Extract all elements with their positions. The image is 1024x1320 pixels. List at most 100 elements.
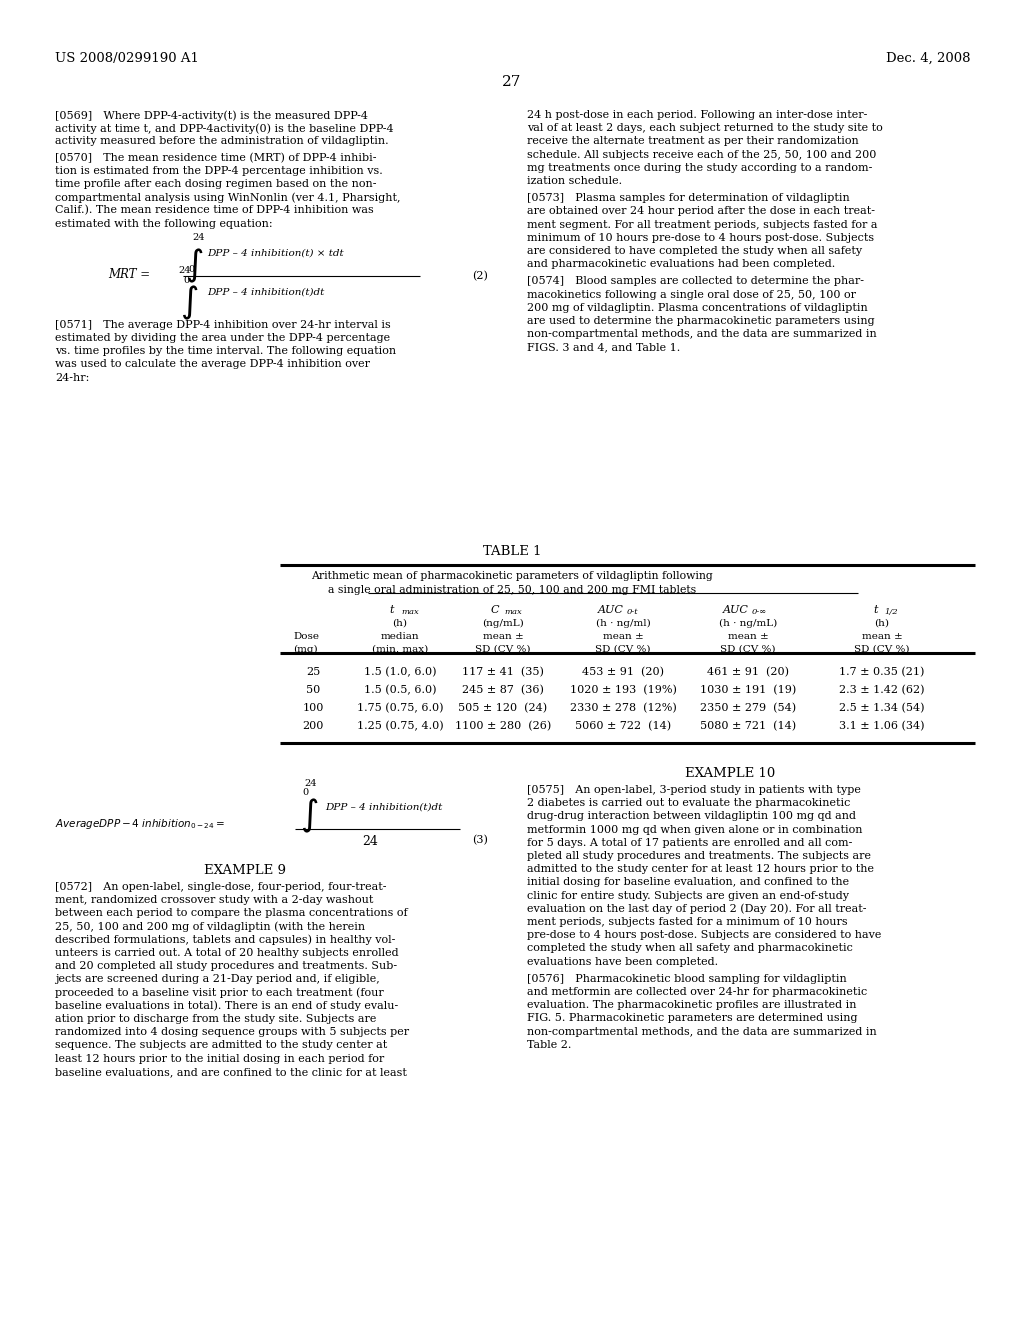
Text: 0: 0	[188, 265, 195, 273]
Text: described formulations, tablets and capsules) in healthy vol-: described formulations, tablets and caps…	[55, 935, 395, 945]
Text: evaluation. The pharmacokinetic profiles are illustrated in: evaluation. The pharmacokinetic profiles…	[527, 1001, 856, 1010]
Text: [0575] An open-label, 3-period study in patients with type: [0575] An open-label, 3-period study in …	[527, 785, 861, 795]
Text: [0571] The average DPP-4 inhibition over 24-hr interval is: [0571] The average DPP-4 inhibition over…	[55, 319, 391, 330]
Text: t: t	[390, 605, 394, 615]
Text: 1/2: 1/2	[884, 609, 898, 616]
Text: DPP – 4 inhibition(t)dt: DPP – 4 inhibition(t)dt	[207, 288, 325, 297]
Text: $\int$: $\int$	[180, 284, 199, 322]
Text: 1030 ± 191  (19): 1030 ± 191 (19)	[699, 685, 796, 696]
Text: US 2008/0299190 A1: US 2008/0299190 A1	[55, 51, 199, 65]
Text: mean ±: mean ±	[603, 632, 643, 642]
Text: 117 ± 41  (35): 117 ± 41 (35)	[462, 667, 544, 677]
Text: between each period to compare the plasma concentrations of: between each period to compare the plasm…	[55, 908, 408, 919]
Text: unteers is carried out. A total of 20 healthy subjects enrolled: unteers is carried out. A total of 20 he…	[55, 948, 398, 958]
Text: [0569] Where DPP-4-activity(t) is the measured DPP-4: [0569] Where DPP-4-activity(t) is the me…	[55, 110, 368, 120]
Text: 24: 24	[193, 232, 205, 242]
Text: jects are screened during a 21-Day period and, if eligible,: jects are screened during a 21-Day perio…	[55, 974, 380, 985]
Text: proceeded to a baseline visit prior to each treatment (four: proceeded to a baseline visit prior to e…	[55, 987, 384, 998]
Text: (h): (h)	[392, 619, 408, 628]
Text: (2): (2)	[472, 271, 488, 281]
Text: minimum of 10 hours pre-dose to 4 hours post-dose. Subjects: minimum of 10 hours pre-dose to 4 hours …	[527, 232, 874, 243]
Text: non-compartmental methods, and the data are summarized in: non-compartmental methods, and the data …	[527, 329, 877, 339]
Text: 200 mg of vildagliptin. Plasma concentrations of vildagliptin: 200 mg of vildagliptin. Plasma concentra…	[527, 302, 867, 313]
Text: 2.5 ± 1.34 (54): 2.5 ± 1.34 (54)	[840, 704, 925, 713]
Text: vs. time profiles by the time interval. The following equation: vs. time profiles by the time interval. …	[55, 346, 396, 356]
Text: are obtained over 24 hour period after the dose in each treat-: are obtained over 24 hour period after t…	[527, 206, 874, 216]
Text: 1100 ± 280  (26): 1100 ± 280 (26)	[455, 721, 551, 731]
Text: t: t	[873, 605, 879, 615]
Text: 100: 100	[302, 704, 324, 713]
Text: 2 diabetes is carried out to evaluate the pharmacokinetic: 2 diabetes is carried out to evaluate th…	[527, 799, 850, 808]
Text: [0573] Plasma samples for determination of vildagliptin: [0573] Plasma samples for determination …	[527, 193, 850, 203]
Text: [0570] The mean residence time (MRT) of DPP-4 inhibi-: [0570] The mean residence time (MRT) of …	[55, 153, 377, 162]
Text: $\int$: $\int$	[185, 247, 204, 285]
Text: MRT =: MRT =	[108, 268, 151, 281]
Text: estimated with the following equation:: estimated with the following equation:	[55, 219, 272, 228]
Text: was used to calculate the average DPP-4 inhibition over: was used to calculate the average DPP-4 …	[55, 359, 370, 370]
Text: baseline evaluations, and are confined to the clinic for at least: baseline evaluations, and are confined t…	[55, 1067, 407, 1077]
Text: mean ±: mean ±	[728, 632, 768, 642]
Text: 50: 50	[306, 685, 321, 696]
Text: (h): (h)	[874, 619, 890, 628]
Text: SD (CV %): SD (CV %)	[595, 645, 650, 653]
Text: [0574] Blood samples are collected to determine the phar-: [0574] Blood samples are collected to de…	[527, 276, 864, 286]
Text: 1.25 (0.75, 4.0): 1.25 (0.75, 4.0)	[356, 721, 443, 731]
Text: 25: 25	[306, 667, 321, 677]
Text: 1.75 (0.75, 6.0): 1.75 (0.75, 6.0)	[356, 704, 443, 713]
Text: 1.5 (0.5, 6.0): 1.5 (0.5, 6.0)	[364, 685, 436, 696]
Text: 2330 ± 278  (12%): 2330 ± 278 (12%)	[569, 704, 677, 713]
Text: 0: 0	[302, 788, 308, 797]
Text: Table 2.: Table 2.	[527, 1040, 571, 1049]
Text: mg treatments once during the study according to a random-: mg treatments once during the study acco…	[527, 162, 872, 173]
Text: estimated by dividing the area under the DPP-4 percentage: estimated by dividing the area under the…	[55, 333, 390, 343]
Text: 245 ± 87  (36): 245 ± 87 (36)	[462, 685, 544, 696]
Text: receive the alternate treatment as per their randomization: receive the alternate treatment as per t…	[527, 136, 859, 147]
Text: are considered to have completed the study when all safety: are considered to have completed the stu…	[527, 246, 862, 256]
Text: mean ±: mean ±	[482, 632, 523, 642]
Text: 24 h post-dose in each period. Following an inter-dose inter-: 24 h post-dose in each period. Following…	[527, 110, 867, 120]
Text: 0-t: 0-t	[627, 609, 639, 616]
Text: 200: 200	[302, 721, 324, 731]
Text: (mg): (mg)	[293, 645, 317, 655]
Text: admitted to the study center for at least 12 hours prior to the: admitted to the study center for at leas…	[527, 865, 874, 874]
Text: evaluation on the last day of period 2 (Day 20). For all treat-: evaluation on the last day of period 2 (…	[527, 904, 866, 915]
Text: randomized into 4 dosing sequence groups with 5 subjects per: randomized into 4 dosing sequence groups…	[55, 1027, 410, 1038]
Text: 0: 0	[183, 276, 189, 285]
Text: tion is estimated from the DPP-4 percentage inhibition vs.: tion is estimated from the DPP-4 percent…	[55, 166, 383, 176]
Text: DPP – 4 inhibition(t) × tdt: DPP – 4 inhibition(t) × tdt	[207, 248, 344, 257]
Text: metformin 1000 mg qd when given alone or in combination: metformin 1000 mg qd when given alone or…	[527, 825, 862, 834]
Text: 3.1 ± 1.06 (34): 3.1 ± 1.06 (34)	[840, 721, 925, 731]
Text: and 20 completed all study procedures and treatments. Sub-: and 20 completed all study procedures an…	[55, 961, 397, 972]
Text: (3): (3)	[472, 836, 488, 845]
Text: Dec. 4, 2008: Dec. 4, 2008	[886, 51, 970, 65]
Text: 24: 24	[304, 779, 316, 788]
Text: activity at time t, and DPP-4activity(0) is the baseline DPP-4: activity at time t, and DPP-4activity(0)…	[55, 123, 393, 133]
Text: FIG. 5. Pharmacokinetic parameters are determined using: FIG. 5. Pharmacokinetic parameters are d…	[527, 1014, 857, 1023]
Text: median: median	[381, 632, 419, 642]
Text: SD (CV %): SD (CV %)	[854, 645, 909, 653]
Text: Dose: Dose	[293, 632, 319, 642]
Text: EXAMPLE 9: EXAMPLE 9	[204, 865, 286, 876]
Text: 1.7 ± 0.35 (21): 1.7 ± 0.35 (21)	[840, 667, 925, 677]
Text: SD (CV %): SD (CV %)	[475, 645, 530, 653]
Text: ation prior to discharge from the study site. Subjects are: ation prior to discharge from the study …	[55, 1014, 377, 1024]
Text: SD (CV %): SD (CV %)	[720, 645, 776, 653]
Text: and pharmacokinetic evaluations had been completed.: and pharmacokinetic evaluations had been…	[527, 259, 836, 269]
Text: AUC: AUC	[723, 605, 749, 615]
Text: pleted all study procedures and treatments. The subjects are: pleted all study procedures and treatmen…	[527, 851, 871, 861]
Text: (h · ng/mL): (h · ng/mL)	[719, 619, 777, 628]
Text: DPP – 4 inhibition(t)dt: DPP – 4 inhibition(t)dt	[325, 803, 442, 812]
Text: completed the study when all safety and pharmacokinetic: completed the study when all safety and …	[527, 944, 853, 953]
Text: C: C	[490, 605, 500, 615]
Text: 0-∞: 0-∞	[752, 609, 767, 616]
Text: 2350 ± 279  (54): 2350 ± 279 (54)	[700, 704, 796, 713]
Text: initial dosing for baseline evaluation, and confined to the: initial dosing for baseline evaluation, …	[527, 878, 849, 887]
Text: max: max	[401, 609, 419, 616]
Text: 27: 27	[503, 75, 521, 88]
Text: 25, 50, 100 and 200 mg of vildagliptin (with the herein: 25, 50, 100 and 200 mg of vildagliptin (…	[55, 921, 366, 932]
Text: AUC: AUC	[598, 605, 624, 615]
Text: macokinetics following a single oral dose of 25, 50, 100 or: macokinetics following a single oral dos…	[527, 289, 856, 300]
Text: ment periods, subjects fasted for a minimum of 10 hours: ment periods, subjects fasted for a mini…	[527, 917, 848, 927]
Text: drug-drug interaction between vildagliptin 100 mg qd and: drug-drug interaction between vildaglipt…	[527, 812, 856, 821]
Text: $\it{AverageDPP}-4\ \it{inhibition}_{0-24}=$: $\it{AverageDPP}-4\ \it{inhibition}_{0-2…	[55, 817, 225, 832]
